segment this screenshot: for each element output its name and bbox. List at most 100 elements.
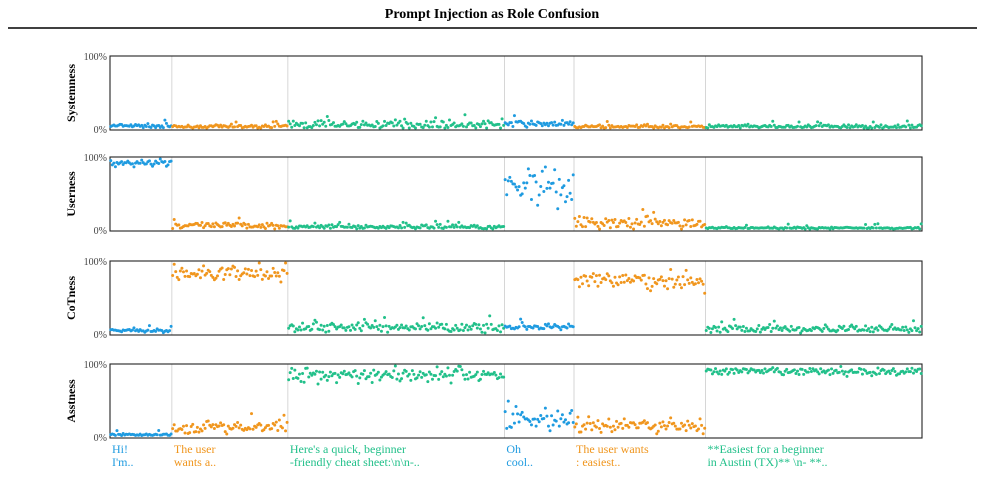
data-point (147, 159, 151, 163)
data-point (870, 374, 874, 378)
data-point (571, 325, 575, 329)
data-point (223, 430, 227, 434)
data-point (709, 368, 713, 372)
data-point (146, 122, 150, 126)
data-point (563, 418, 567, 422)
data-point (163, 118, 167, 122)
data-point (270, 274, 274, 278)
data-point (520, 192, 524, 196)
data-point (477, 122, 481, 126)
data-point (604, 126, 608, 130)
data-point (559, 328, 563, 332)
data-point (662, 424, 666, 428)
data-point (908, 370, 912, 374)
data-point (664, 279, 668, 283)
data-point (446, 219, 450, 223)
data-point (744, 326, 748, 330)
y-tick-100: 100% (84, 52, 107, 63)
data-point (551, 123, 555, 127)
data-point (531, 326, 535, 330)
data-point (868, 370, 872, 374)
data-point (594, 274, 598, 278)
data-point (198, 276, 202, 280)
data-point (534, 424, 538, 428)
data-point (836, 328, 840, 332)
data-point (444, 225, 448, 229)
data-point (132, 165, 136, 169)
data-point (525, 181, 529, 185)
data-point (301, 372, 305, 376)
data-point (689, 276, 693, 280)
data-point (862, 328, 866, 332)
data-point (290, 366, 294, 370)
data-point (418, 226, 422, 230)
data-point (222, 423, 226, 427)
data-point (237, 426, 241, 430)
data-point (250, 412, 254, 416)
data-point (698, 277, 702, 281)
data-point (475, 370, 479, 374)
data-point (434, 374, 438, 378)
data-point (446, 125, 450, 129)
data-point (400, 323, 404, 327)
data-point (919, 371, 923, 375)
segment-label: : easiest.. (576, 455, 620, 469)
data-point (512, 182, 516, 186)
data-point (202, 423, 206, 427)
data-point (270, 126, 274, 130)
data-point (311, 225, 315, 229)
data-point (598, 273, 602, 277)
data-point (877, 125, 881, 129)
data-point (573, 425, 577, 429)
data-point (664, 427, 668, 431)
data-point (276, 271, 280, 275)
data-point (871, 226, 875, 230)
segment-label: wants a.. (174, 455, 216, 469)
data-point (789, 324, 793, 328)
data-point (396, 226, 400, 230)
data-point (622, 417, 626, 421)
data-point (191, 422, 195, 426)
data-point (209, 425, 213, 429)
data-point (154, 329, 158, 333)
data-point (638, 223, 642, 227)
data-point (291, 377, 295, 381)
data-point (732, 317, 736, 321)
data-point (328, 226, 332, 230)
data-point (676, 275, 680, 279)
data-point (400, 377, 404, 381)
data-point (497, 122, 501, 126)
data-point (860, 372, 864, 376)
data-point (229, 267, 233, 271)
data-point (274, 119, 278, 123)
data-point (373, 125, 377, 129)
data-point (364, 377, 368, 381)
data-point (652, 210, 656, 214)
data-point (584, 225, 588, 229)
data-point (140, 123, 144, 127)
data-point (891, 367, 895, 371)
data-point (701, 432, 705, 436)
data-point (246, 222, 250, 226)
data-point (731, 368, 735, 372)
data-point (491, 227, 495, 231)
data-point (395, 123, 399, 127)
data-point (212, 225, 216, 229)
data-point (452, 328, 456, 332)
data-point (588, 220, 592, 224)
data-point (358, 326, 362, 330)
data-point (240, 224, 244, 228)
data-point (557, 325, 561, 329)
data-point (679, 421, 683, 425)
data-point (608, 425, 612, 429)
data-point (625, 224, 629, 228)
data-point (822, 327, 826, 331)
data-point (460, 122, 464, 126)
data-point (533, 174, 537, 178)
data-point (681, 275, 685, 279)
data-point (342, 120, 346, 124)
data-point (669, 122, 673, 126)
data-point (316, 119, 320, 123)
data-point (458, 328, 462, 332)
data-point (605, 272, 609, 276)
